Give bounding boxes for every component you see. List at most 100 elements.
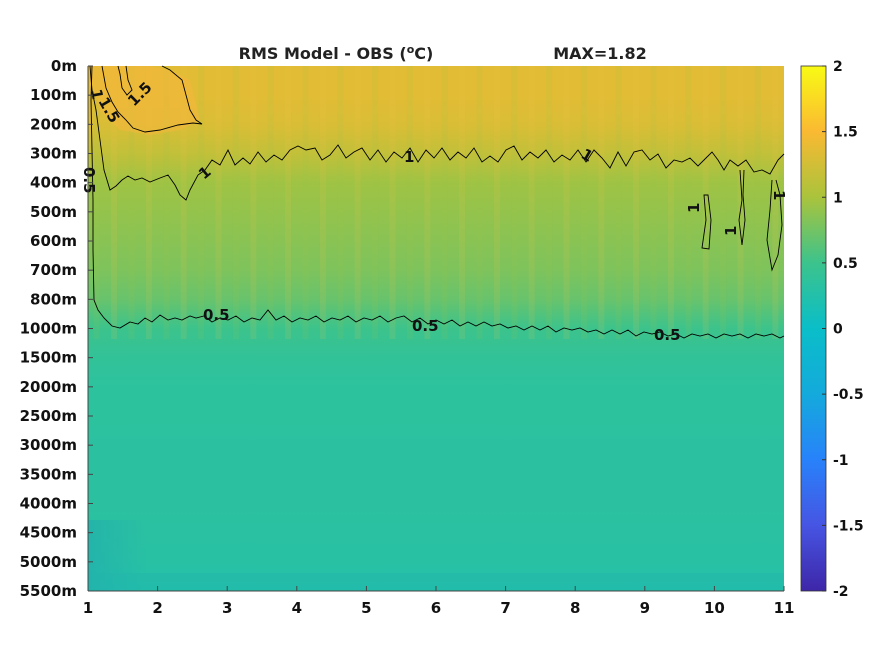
heatmap-column — [389, 66, 396, 339]
colorbar-tick-label: 0.5 — [833, 256, 858, 272]
hot-region-top-left — [88, 66, 200, 135]
contour-label: 0.5 — [654, 326, 681, 344]
y-tick-labels: 0m 100m 200m 300m 400m 500m 600m 700m 800m 1000m 1… — [20, 57, 93, 600]
x-tick-label: 10 — [704, 599, 725, 617]
heatmap-column — [319, 66, 326, 339]
heatmap-column — [232, 66, 239, 339]
chart-title: RMS Model - OBS (oC) — [239, 43, 434, 63]
colorbar-tick-label: 1 — [833, 190, 843, 206]
contour-label: 1 — [87, 88, 107, 101]
heatmap-column — [563, 66, 570, 339]
heatmap-column — [267, 66, 274, 339]
heatmap-column — [354, 66, 361, 339]
colorbar-tick-label: -0.5 — [833, 387, 864, 403]
x-tick-label: 2 — [152, 599, 162, 617]
heatmap-column-texture — [93, 66, 779, 339]
heatmap-column — [720, 66, 727, 339]
heatmap-column — [650, 66, 657, 339]
y-tick-label: 800m — [30, 290, 77, 308]
heatmap-column — [772, 66, 779, 339]
heatmap-column — [598, 66, 605, 339]
colorbar-tick-label: 2 — [833, 59, 843, 75]
y-tick-label: 2500m — [20, 407, 77, 425]
cool-region-bottom — [88, 573, 784, 591]
contour-line-1p5-inner — [117, 65, 133, 96]
heatmap-column — [145, 66, 152, 339]
colorbar-tick-label: -1 — [833, 453, 849, 469]
colorbar: 2 1.5 1 0.5 0 -0.5 -1 -1.5 -2 — [800, 59, 864, 600]
heatmap-column — [250, 66, 257, 339]
heatmap-column — [633, 66, 640, 339]
y-tick-label: 600m — [30, 232, 77, 250]
contour-label: 0.5 — [203, 306, 230, 324]
x-tick-label: 7 — [500, 599, 510, 617]
y-tick-label: 1000m — [20, 320, 77, 338]
heatmap-column — [493, 66, 500, 339]
heatmap-column — [685, 66, 692, 339]
y-tick-label: 5000m — [20, 553, 77, 571]
contour-label: 1 — [685, 203, 703, 213]
contour-lines — [89, 65, 785, 339]
x-tick-label: 4 — [292, 599, 302, 617]
heatmap-column — [702, 66, 709, 339]
heatmap-column — [459, 66, 466, 339]
x-tick-label: 11 — [774, 599, 795, 617]
heatmap-column — [424, 66, 431, 339]
heatmap-column — [528, 66, 535, 339]
heatmap-column — [180, 66, 187, 339]
y-tick-label: 700m — [30, 261, 77, 279]
heatmap-column — [406, 66, 413, 339]
colorbar-scale — [800, 65, 827, 592]
heatmap-column — [754, 66, 761, 339]
y-tick-label: 4000m — [20, 495, 77, 513]
colorbar-tick-labels: 2 1.5 1 0.5 0 -0.5 -1 -1.5 -2 — [822, 59, 864, 600]
contour-line-1p5 — [101, 65, 203, 133]
contour-label: 1 — [404, 148, 414, 166]
chart-max-label: MAX=1.82 — [553, 44, 647, 63]
contour-line-1-loop-c — [766, 179, 783, 272]
x-tick-label: 9 — [640, 599, 650, 617]
y-tick-label: 4500m — [20, 524, 77, 542]
contour-label: 0.5 — [412, 317, 439, 335]
y-axis: 0m 100m 200m 300m 400m 500m 600m 700m 800m 1000m 1… — [20, 57, 93, 600]
heatmap-column — [285, 66, 292, 339]
contour-line-1-loop-b — [738, 169, 746, 246]
colorbar-tick-label: 0 — [833, 322, 843, 338]
y-tick-label: 5500m — [20, 582, 77, 600]
y-tick-label: 3500m — [20, 465, 77, 483]
heatmap-field — [88, 66, 784, 591]
y-tick-label: 300m — [30, 145, 77, 163]
x-tick-labels: 1 2 3 4 5 6 7 8 9 10 11 — [83, 586, 795, 617]
heatmap-column — [511, 66, 518, 339]
contour-label: 0.5 — [80, 167, 98, 194]
colorbar-tick-label: -1.5 — [833, 518, 864, 534]
y-tick-label: 3000m — [20, 436, 77, 454]
heatmap-column — [128, 66, 135, 339]
x-tick-label: 6 — [431, 599, 441, 617]
x-tick-label: 5 — [361, 599, 371, 617]
heatmap-plot-area: 1 1.5 1.5 0.5 1 1 1 1 1 0.5 0.5 0.5 1 — [80, 65, 788, 591]
x-tick-label: 3 — [222, 599, 232, 617]
x-tick-label: 1 — [83, 599, 93, 617]
heatmap-column — [372, 66, 379, 339]
y-tick-label: 100m — [30, 86, 77, 104]
x-tick-label: 8 — [570, 599, 580, 617]
heatmap-column — [198, 66, 205, 339]
heatmap-column — [215, 66, 222, 339]
heatmap-column — [441, 66, 448, 339]
contour-line-0p5 — [90, 65, 785, 339]
y-tick-label: 2000m — [20, 378, 77, 396]
contour-label: 1 — [722, 226, 740, 236]
y-tick-label: 500m — [30, 203, 77, 221]
y-tick-label: 200m — [30, 115, 77, 133]
x-axis: 1 2 3 4 5 6 7 8 9 10 11 — [83, 586, 795, 617]
heatmap-column — [546, 66, 553, 339]
heatmap-column — [615, 66, 622, 339]
contour-label: 1 — [770, 190, 788, 200]
heatmap-column — [302, 66, 309, 339]
colorbar-tick-label: 1.5 — [833, 125, 858, 141]
contour-line-1-loop-a — [701, 194, 712, 250]
heatmap-column — [93, 66, 100, 339]
heatmap-column — [163, 66, 170, 339]
y-tick-label: 400m — [30, 174, 77, 192]
